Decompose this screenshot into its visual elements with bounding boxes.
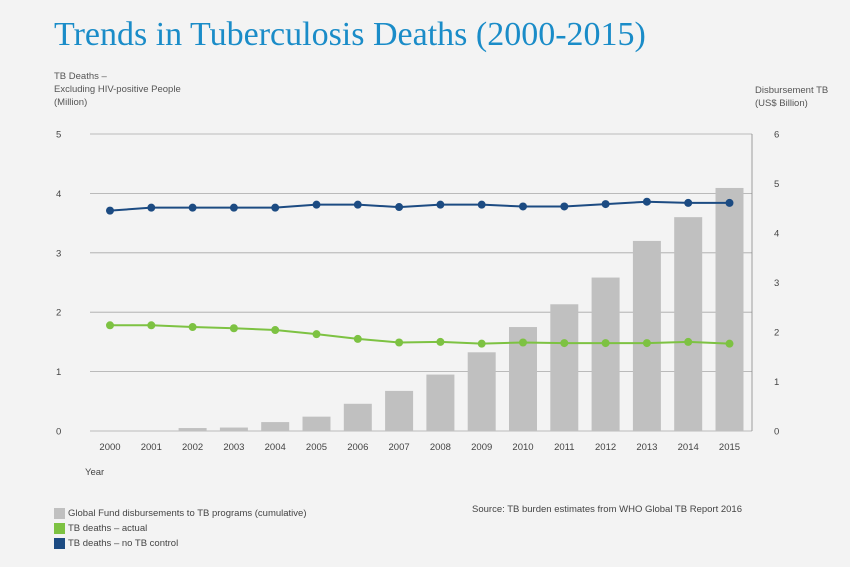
left-tick-label: 2	[56, 308, 61, 319]
deaths-actual-point	[229, 324, 238, 333]
bar	[674, 217, 703, 431]
bar	[219, 427, 248, 431]
right-tick-label: 0	[774, 427, 779, 438]
right-tick-label: 4	[774, 229, 779, 240]
legend-swatch-no-control	[54, 538, 65, 549]
x-tick-label: 2015	[719, 442, 740, 453]
x-tick-label: 2007	[389, 442, 410, 453]
bar	[591, 277, 620, 431]
x-tick-label: 2003	[223, 442, 244, 453]
left-tick-label: 5	[56, 130, 61, 141]
bar	[343, 403, 372, 431]
deaths-actual-point	[477, 339, 486, 348]
right-tick-label: 1	[774, 377, 779, 388]
deaths-actual-point	[271, 326, 280, 335]
bar	[261, 422, 290, 431]
legend-swatch-bars	[54, 508, 65, 519]
deaths-no-control-point	[147, 203, 156, 212]
right-tick-label: 6	[774, 130, 779, 141]
deaths-actual-line	[110, 324, 730, 345]
deaths-actual-point	[106, 321, 114, 330]
deaths-no-control-point	[188, 203, 197, 212]
deaths-actual-point	[188, 323, 197, 332]
left-tick-label: 1	[56, 367, 61, 378]
bar	[467, 352, 496, 431]
left-axis-label-line: TB Deaths –	[54, 71, 107, 82]
deaths-no-control-point	[106, 206, 114, 215]
x-tick-label: 2008	[430, 442, 451, 453]
deaths-no-control-point	[395, 203, 404, 212]
legend: Global Fund disbursements to TB programs…	[54, 506, 306, 551]
deaths-no-control-line	[109, 200, 730, 212]
bar	[550, 304, 579, 431]
bar	[302, 416, 331, 431]
legend-label: TB deaths – no TB control	[68, 538, 179, 549]
left-axis-label: TB Deaths – Excluding HIV-positive Peopl…	[54, 70, 181, 109]
x-tick-label: 2012	[595, 442, 616, 453]
left-tick-label: 0	[56, 427, 61, 438]
deaths-no-control-point	[436, 200, 445, 209]
deaths-no-control-point	[353, 200, 362, 209]
left-tick-label: 4	[56, 189, 61, 200]
deaths-no-control-point	[725, 198, 734, 207]
legend-label: TB deaths – actual	[68, 523, 148, 534]
x-tick-label: 2010	[512, 442, 533, 453]
left-axis-label-line: (Million)	[54, 97, 88, 108]
deaths-actual-point	[312, 330, 321, 339]
right-tick-label: 3	[774, 278, 779, 289]
deaths-actual-point	[560, 339, 569, 348]
x-tick-label: 2014	[678, 442, 699, 453]
deaths-actual-point	[147, 321, 156, 330]
right-tick-label: 2	[774, 328, 779, 339]
x-tick-label: 2006	[347, 442, 368, 453]
x-tick-label: 2004	[265, 442, 286, 453]
deaths-actual-point	[353, 334, 362, 343]
x-tick-label: 2013	[636, 442, 657, 453]
x-tick-label: 2005	[306, 442, 327, 453]
x-tick-label: 2011	[554, 442, 574, 453]
right-tick-label: 5	[774, 179, 779, 190]
legend-item-no-control: TB deaths – no TB control	[54, 536, 306, 551]
deaths-actual-point	[601, 339, 610, 348]
x-tick-label: 2009	[471, 442, 492, 453]
bar	[426, 374, 455, 431]
deaths-no-control-point	[519, 202, 527, 211]
deaths-actual-point	[436, 337, 445, 346]
source-note: Source: TB burden estimates from WHO Glo…	[472, 504, 742, 515]
deaths-no-control-point	[477, 200, 486, 209]
deaths-no-control-point	[312, 200, 321, 209]
x-axis-label: Year	[85, 467, 105, 478]
deaths-no-control-point	[642, 197, 651, 206]
bar	[385, 390, 414, 431]
x-tick-label: 2002	[182, 442, 203, 453]
x-tick-label: 2001	[141, 442, 162, 453]
deaths-no-control-point	[560, 202, 569, 211]
bar	[178, 428, 207, 431]
deaths-no-control-point	[229, 203, 238, 212]
bar	[632, 240, 661, 431]
legend-item-actual: TB deaths – actual	[54, 521, 306, 536]
left-tick-label: 3	[56, 248, 61, 259]
deaths-actual-point	[519, 338, 527, 347]
chart-title: Trends in Tuberculosis Deaths (2000-2015…	[54, 16, 646, 53]
deaths-no-control-point	[601, 200, 610, 209]
deaths-actual-point	[642, 339, 651, 348]
deaths-actual-point	[725, 339, 734, 348]
deaths-actual-point	[684, 337, 693, 346]
deaths-actual-point	[395, 338, 404, 347]
legend-item-disbursements: Global Fund disbursements to TB programs…	[54, 506, 306, 521]
legend-swatch-actual	[54, 523, 65, 534]
deaths-no-control-point	[271, 203, 280, 212]
right-axis-label-line: (US$ Billion)	[755, 98, 808, 109]
x-tick-label: 2000	[99, 442, 120, 453]
legend-label: Global Fund disbursements to TB programs…	[68, 508, 307, 519]
left-axis-label-line: Excluding HIV-positive People	[54, 84, 181, 95]
right-axis-label-line: Disbursement TB	[755, 85, 829, 96]
deaths-no-control-point	[684, 198, 693, 207]
right-axis-label: Disbursement TB (US$ Billion)	[755, 84, 828, 110]
bar	[715, 187, 744, 431]
